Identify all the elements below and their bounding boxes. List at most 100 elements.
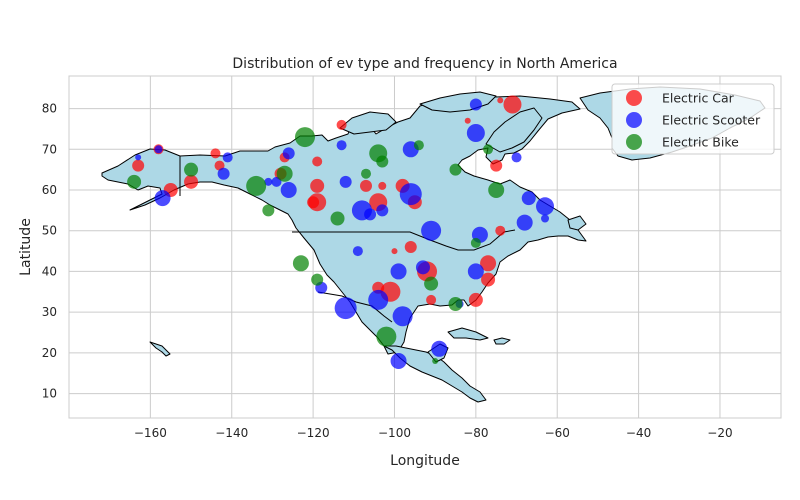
electric-scooter-point [415,260,430,275]
electric-bike-point [470,237,481,248]
legend-marker-electric-bike [626,134,642,150]
electric-car-point [336,119,347,130]
electric-car-point [360,179,373,192]
x-axis-ticks: −160 −140 −120 −100 −80 −60 −40 −20 [134,426,733,440]
electric-scooter-point [280,182,297,198]
electric-scooter-point [541,214,550,223]
electric-bike-point [376,155,389,168]
x-axis-label: Longitude [390,453,460,469]
electric-scooter-point [264,177,273,186]
electric-bike-point [483,144,494,155]
legend-label-electric-bike: Electric Bike [662,135,739,150]
electric-scooter-point [466,124,485,142]
electric-car-point [468,292,483,307]
legend: Electric Car Electric Scooter Electric Bik… [611,83,775,155]
electric-bike-point [488,182,505,198]
electric-scooter-point [336,140,347,151]
electric-scooter-point [511,152,522,163]
y-tick-label: 30 [42,305,57,319]
electric-bike-point [246,175,267,196]
electric-scooter-point [217,167,230,180]
landmass-baffin-island [485,107,543,153]
electric-car-point [312,156,323,167]
legend-label-electric-scooter: Electric Scooter [662,113,761,128]
electric-scooter-point [339,175,352,188]
electric-scooter-point [431,340,448,357]
electric-bike-point [330,211,345,226]
electric-car-point [310,178,325,193]
electric-bike-point [413,140,424,151]
electric-bike-point [292,255,309,272]
electric-bike-point [424,276,439,291]
y-tick-label: 10 [42,387,57,401]
electric-car-point [426,294,437,305]
x-tick-label: −120 [297,426,330,440]
y-tick-label: 20 [42,346,57,360]
electric-scooter-point [469,98,482,111]
electric-car-point [404,241,417,253]
plot-frame [68,75,782,419]
x-tick-label: −80 [463,426,488,440]
x-tick-label: −60 [545,426,570,440]
electric-scooter-point [154,190,171,207]
x-tick-label: −100 [378,426,411,440]
electric-bike-point [361,168,372,179]
electric-scooter-point [334,297,357,320]
electric-bike-point [432,358,439,364]
electric-bike-point [262,204,275,217]
canada-us-border [292,229,516,251]
electric-bike-point [376,326,397,347]
electric-bike-point [311,273,324,286]
electric-scooter-point [154,145,163,154]
electric-car-point [307,196,320,209]
scatter-points [127,95,555,369]
x-tick-label: −40 [626,426,651,440]
legend-marker-electric-car [626,90,642,106]
landmass-newfoundland [567,215,587,231]
landmass-central-america [383,345,487,403]
electric-scooter-point [536,197,555,216]
electric-scooter-point [516,214,533,231]
x-tick-label: −140 [215,426,248,440]
electric-car-point [480,255,497,272]
electric-scooter-point [390,353,407,369]
electric-car-point [391,248,398,255]
electric-scooter-point [282,147,295,160]
x-tick-label: −160 [134,426,167,440]
electric-car-point [184,174,199,189]
electric-car-point [481,272,496,287]
legend-box [611,83,775,155]
electric-bike-point [127,174,142,189]
electric-scooter-point [376,204,389,217]
electric-bike-point [294,127,315,148]
electric-car-point [210,148,221,159]
x-tick-label: −20 [707,426,732,440]
landmass-hispaniola [493,337,511,345]
electric-scooter-point [135,154,142,161]
electric-car-point [464,117,471,124]
y-tick-label: 70 [42,142,57,156]
electric-car-point [495,225,506,236]
electric-scooter-point [421,220,442,241]
electric-scooter-point [368,289,389,310]
electric-car-point [378,181,387,190]
electric-bike-point [184,162,199,177]
electric-scooter-point [390,263,407,280]
electric-scooter-point [352,246,363,257]
y-axis-label: Latitude [18,218,34,276]
chart-title: Distribution of ev type and frequency in… [232,56,617,72]
electric-scooter-point [521,191,536,206]
electric-car-point [497,97,504,104]
electric-bike-point [449,163,462,176]
electric-bike-point [448,297,463,311]
electric-scooter-point [392,306,413,327]
y-tick-label: 60 [42,183,57,197]
legend-marker-electric-scooter [626,112,642,128]
us-mexico-border [317,291,393,323]
electric-car-point [503,95,522,114]
y-tick-label: 40 [42,264,57,278]
landmass-cuba [447,327,489,341]
y-tick-label: 80 [42,102,57,116]
electric-car-point [132,159,145,172]
